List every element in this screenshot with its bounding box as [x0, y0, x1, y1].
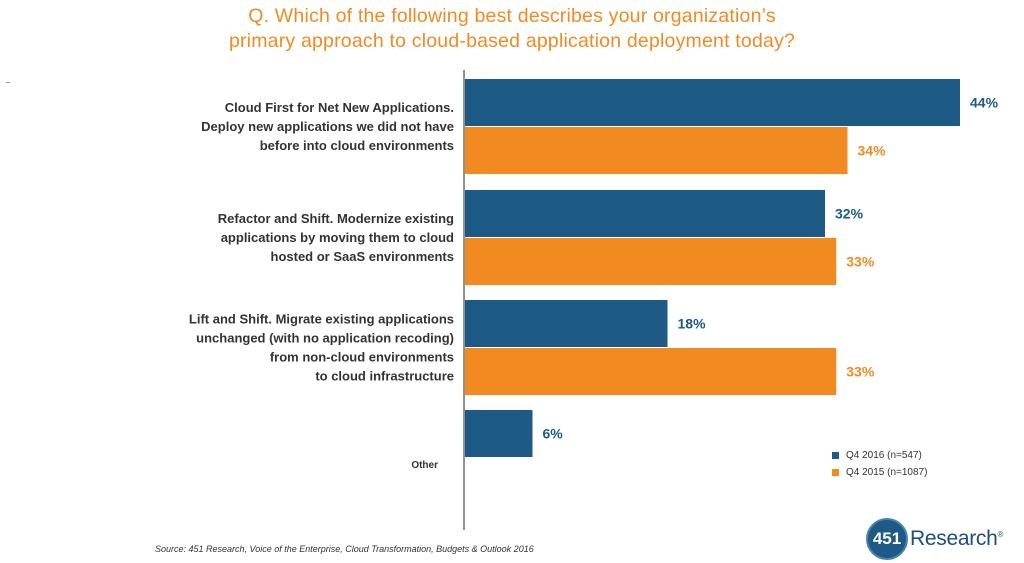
title-line-2: primary approach to cloud-based applicat…: [228, 30, 796, 52]
bar-q4-2015-1: [465, 238, 837, 285]
bar-q4-2016-3: [465, 410, 533, 457]
category-label-line: Refactor and Shift. Modernize existing: [218, 211, 454, 226]
data-label-q4-2016-2: 18%: [678, 316, 707, 332]
bar-q4-2015-2: [465, 348, 837, 395]
logo-word: Research®: [910, 527, 1004, 550]
chart-title: Q. Which of the following best describes…: [0, 4, 1024, 54]
category-label-3: Other: [411, 460, 438, 471]
bar-q4-2016-2: [465, 300, 668, 347]
category-label-line: applications by moving them to cloud: [221, 230, 454, 245]
bar-q4-2015-0: [465, 127, 848, 174]
legend-item-q4-2015: Q4 2015 (n=1087): [832, 464, 927, 481]
category-label-line: Cloud First for Net New Applications.: [225, 100, 454, 115]
legend-item-q4-2016: Q4 2016 (n=547): [832, 447, 927, 464]
title-line-1: Q. Which of the following best describes…: [248, 5, 776, 27]
category-label-line: unchanged (with no application recoding): [196, 331, 454, 346]
legend-label-q4-2016: Q4 2016 (n=547): [846, 450, 922, 461]
bar-q4-2016-0: [465, 79, 960, 126]
category-label-0: Cloud First for Net New Applications. Dep…: [201, 100, 454, 153]
category-label-2: Lift and Shift. Migrate existing applica…: [189, 312, 454, 384]
data-label-q4-2015-2: 33%: [846, 364, 875, 380]
legend: Q4 2016 (n=547) Q4 2015 (n=1087): [832, 447, 927, 481]
category-label-line: before into cloud environments: [260, 138, 454, 153]
category-label-1: Refactor and Shift. Modernize existing ap…: [218, 211, 454, 264]
category-label-line: from non-cloud environments: [270, 350, 454, 365]
451-research-logo: 451 Research®: [866, 518, 1003, 560]
category-label-line: Other: [411, 460, 438, 471]
logo-circle: 451: [866, 518, 908, 560]
data-label-q4-2016-0: 44%: [970, 95, 999, 111]
slide-mark: [6, 82, 10, 83]
bar-q4-2016-1: [465, 190, 825, 237]
source-note: Source: 451 Research, Voice of the Enter…: [155, 544, 534, 554]
category-label-line: Lift and Shift. Migrate existing applica…: [189, 312, 454, 327]
data-label-q4-2016-1: 32%: [835, 206, 864, 222]
data-label-q4-2015-1: 33%: [846, 254, 875, 270]
category-label-line: Deploy new applications we did not have: [201, 119, 454, 134]
legend-label-q4-2015: Q4 2015 (n=1087): [846, 467, 928, 478]
legend-swatch-q4-2016: [832, 452, 839, 459]
category-label-line: hosted or SaaS environments: [271, 249, 455, 264]
data-label-q4-2016-3: 6%: [543, 426, 564, 442]
data-label-q4-2015-0: 34%: [858, 143, 887, 159]
category-label-line: to cloud infrastructure: [315, 369, 454, 384]
legend-swatch-q4-2015: [832, 469, 839, 476]
